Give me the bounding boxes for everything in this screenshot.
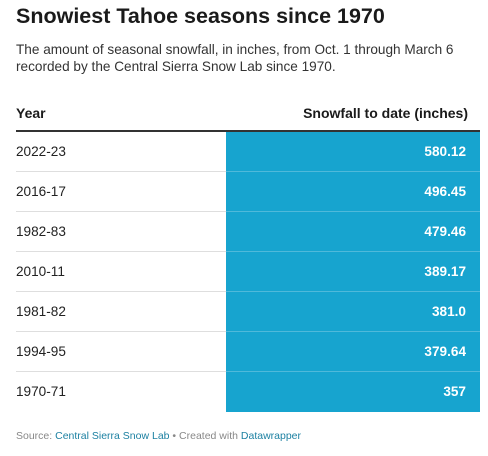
row-divider-value (226, 211, 480, 212)
table-row: 2016-17 496.45 (16, 172, 480, 212)
value-column-background (226, 132, 480, 412)
cell-year: 1994-95 (16, 344, 66, 359)
row-divider-value (226, 251, 480, 252)
row-divider-value (226, 331, 480, 332)
table-row: 1981-82 381.0 (16, 292, 480, 332)
cell-year: 2022-23 (16, 144, 66, 159)
row-divider (16, 211, 226, 212)
header-snowfall[interactable]: Snowfall to date (inches) (303, 105, 468, 121)
table-body: 2022-23 580.12 2016-17 496.45 1982-83 479.46 2… (16, 132, 480, 412)
snowfall-table: Year Snowfall to date (inches) 2022-23 58… (16, 96, 480, 412)
cell-year: 1982-83 (16, 224, 66, 239)
cell-year: 1981-82 (16, 304, 66, 319)
cell-year: 2016-17 (16, 184, 66, 199)
table-header: Year Snowfall to date (inches) (16, 96, 480, 132)
table-row: 1982-83 479.46 (16, 212, 480, 252)
source-link[interactable]: Central Sierra Snow Lab (55, 430, 170, 442)
footer-source-prefix: Source: (16, 430, 56, 442)
row-divider (16, 371, 226, 372)
cell-snowfall-value: 357 (443, 384, 466, 399)
cell-snowfall-value: 389.17 (424, 264, 466, 279)
cell-snowfall-value: 580.12 (424, 144, 466, 159)
table-row: 1970-71 357 (16, 372, 480, 412)
chart-title: Snowiest Tahoe seasons since 1970 (16, 4, 385, 28)
row-divider-value (226, 371, 480, 372)
datawrapper-link[interactable]: Datawrapper (240, 430, 302, 442)
header-year[interactable]: Year (16, 105, 46, 121)
cell-snowfall-value: 381.0 (431, 304, 466, 319)
footer: Source: Central Sierra Snow Lab • Create… (16, 430, 301, 442)
row-divider (16, 251, 226, 252)
table-row: 2010-11 389.17 (16, 252, 480, 292)
cell-year: 2010-11 (16, 264, 65, 279)
row-divider (16, 331, 226, 332)
footer-separator: • Created with (169, 430, 241, 442)
row-divider-value (226, 291, 480, 292)
cell-snowfall-value: 479.46 (424, 224, 466, 239)
table-row: 2022-23 580.12 (16, 132, 480, 172)
table-row: 1994-95 379.64 (16, 332, 480, 372)
row-divider-value (226, 171, 480, 172)
cell-year: 1970-71 (16, 384, 66, 399)
row-divider (16, 291, 226, 292)
cell-snowfall-value: 379.64 (424, 344, 466, 359)
row-divider (16, 171, 226, 172)
chart-subtitle: The amount of seasonal snowfall, in inch… (16, 42, 454, 74)
cell-snowfall-value: 496.45 (424, 184, 466, 199)
